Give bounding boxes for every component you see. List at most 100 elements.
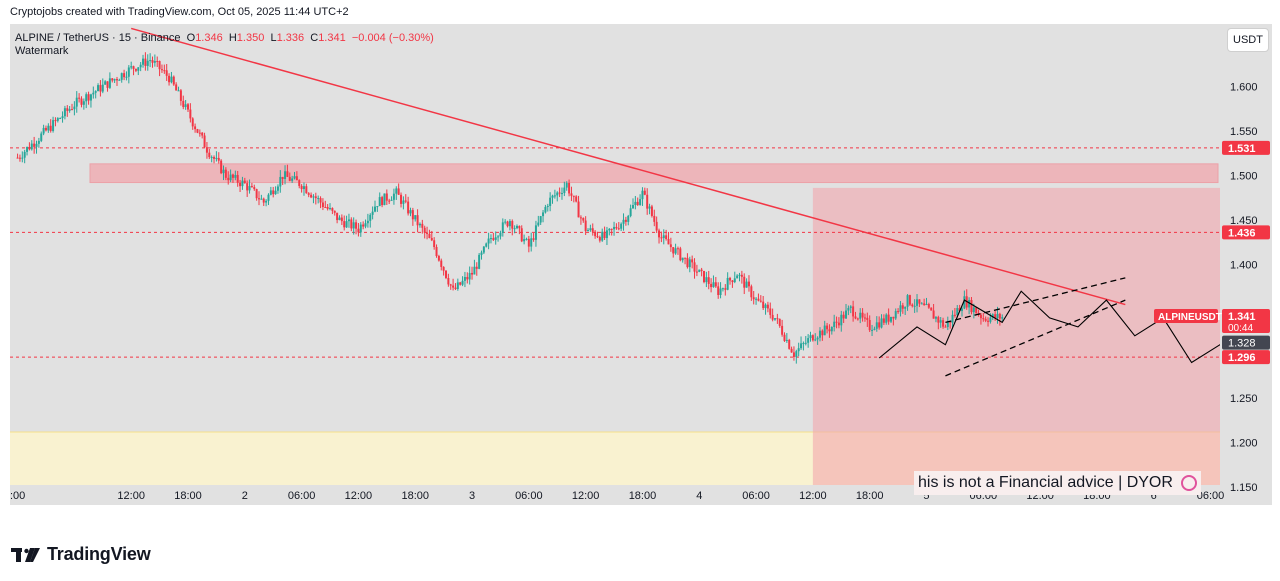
time-tick-label: 06:00 bbox=[1197, 490, 1225, 502]
secondary-price-badge bbox=[1222, 335, 1270, 350]
candle-body bbox=[426, 232, 429, 234]
candle-body bbox=[276, 186, 279, 191]
candle-body bbox=[61, 116, 64, 119]
candle-body bbox=[868, 319, 871, 331]
candle-body bbox=[231, 174, 234, 178]
candle-body bbox=[196, 129, 199, 133]
candle-body bbox=[639, 199, 642, 205]
time-tick-label: 3 bbox=[469, 490, 475, 502]
candle-body bbox=[475, 266, 478, 269]
candle-body bbox=[726, 277, 729, 290]
candle-body bbox=[165, 70, 168, 76]
candle-body bbox=[454, 287, 457, 289]
legend-symbol[interactable]: ALPINE / TetherUS · 15 · Binance bbox=[15, 32, 181, 44]
candle-body bbox=[648, 206, 651, 209]
candle-body bbox=[298, 180, 301, 186]
candle-body bbox=[719, 288, 722, 295]
tradingview-logo[interactable]: TradingView bbox=[11, 544, 151, 565]
candle-body bbox=[636, 201, 639, 205]
currency-button[interactable]: USDT bbox=[1227, 28, 1269, 52]
candle-body bbox=[714, 282, 717, 287]
candle-body bbox=[115, 79, 118, 81]
candle-body bbox=[589, 228, 592, 231]
price-tick-label: 1.400 bbox=[1230, 260, 1258, 272]
candle-body bbox=[927, 304, 930, 308]
candle-body bbox=[82, 101, 85, 105]
candle-body bbox=[369, 214, 372, 221]
candle-body bbox=[111, 78, 114, 81]
candle-body bbox=[596, 236, 599, 238]
candle-body bbox=[179, 90, 182, 101]
candle-body bbox=[620, 223, 623, 229]
legend-high-label: H bbox=[228, 32, 237, 44]
candle-body bbox=[629, 208, 632, 216]
candle-body bbox=[605, 230, 608, 239]
candle-body bbox=[352, 222, 355, 229]
candle-body bbox=[499, 232, 502, 237]
candle-body bbox=[698, 269, 701, 272]
candle-body bbox=[617, 228, 620, 230]
candle-body bbox=[239, 182, 242, 187]
candle-body bbox=[127, 67, 130, 77]
candle-body bbox=[788, 339, 791, 349]
candle-body bbox=[319, 198, 322, 203]
candle-body bbox=[908, 295, 911, 305]
candle-body bbox=[658, 230, 661, 238]
candle-body bbox=[388, 200, 391, 202]
candle-body bbox=[568, 183, 571, 194]
candle-body bbox=[662, 235, 665, 239]
candle-body bbox=[944, 326, 947, 328]
candle-body bbox=[911, 304, 914, 307]
candle-body bbox=[442, 266, 445, 271]
candle-body bbox=[489, 238, 492, 240]
candle-body bbox=[712, 282, 715, 288]
price-chart-svg[interactable]: 1.600 1.550 1.500 1.450 1.400 1.250 1.200 1.150… bbox=[10, 24, 1272, 505]
candle-body bbox=[691, 259, 694, 263]
candle-body bbox=[416, 215, 419, 226]
candle-body bbox=[878, 322, 881, 328]
candle-body bbox=[828, 329, 831, 332]
time-tick-label: :00 bbox=[10, 490, 25, 502]
candle-body bbox=[80, 98, 83, 105]
candle-body bbox=[194, 126, 197, 130]
candle-body bbox=[229, 174, 232, 181]
candle-body bbox=[518, 225, 521, 229]
candle-body bbox=[487, 238, 490, 244]
price-tick-label: 1.600 bbox=[1230, 81, 1258, 93]
legend-open-value: 1.346 bbox=[195, 32, 223, 44]
candle-body bbox=[258, 198, 261, 200]
candle-body bbox=[613, 226, 616, 230]
candle-body bbox=[321, 202, 324, 207]
candle-body bbox=[539, 216, 542, 223]
chart-area[interactable]: 1.600 1.550 1.500 1.450 1.400 1.250 1.200 1.150… bbox=[10, 24, 1272, 505]
candle-body bbox=[610, 228, 613, 230]
candle-body bbox=[702, 270, 705, 283]
candle-body bbox=[189, 109, 192, 119]
candle-body bbox=[608, 228, 611, 231]
candle-body bbox=[871, 329, 874, 331]
time-tick-label: 18:00 bbox=[856, 490, 884, 502]
time-tick-label: 12:00 bbox=[572, 490, 600, 502]
candle-body bbox=[66, 108, 69, 111]
candle-body bbox=[485, 243, 488, 247]
legend-change: −0.004 (−0.30%) bbox=[351, 32, 434, 44]
candle-body bbox=[804, 342, 807, 344]
candle-body bbox=[759, 300, 762, 302]
candle-body bbox=[220, 160, 223, 174]
candle-body bbox=[302, 186, 305, 190]
candle-body bbox=[523, 239, 526, 242]
candle-body bbox=[740, 274, 743, 277]
candle-body bbox=[414, 215, 417, 220]
candle-body bbox=[260, 198, 263, 200]
candle-body bbox=[291, 178, 294, 181]
candle-body bbox=[894, 311, 897, 319]
candle-body bbox=[785, 339, 788, 341]
candle-body bbox=[646, 194, 649, 209]
candle-body bbox=[972, 307, 975, 313]
price-tick-label: 1.250 bbox=[1230, 393, 1258, 405]
candle-body bbox=[897, 311, 900, 313]
candle-body bbox=[873, 328, 876, 330]
candle-body bbox=[52, 120, 55, 131]
candle-body bbox=[513, 228, 516, 230]
smiley-icon bbox=[1180, 475, 1197, 491]
